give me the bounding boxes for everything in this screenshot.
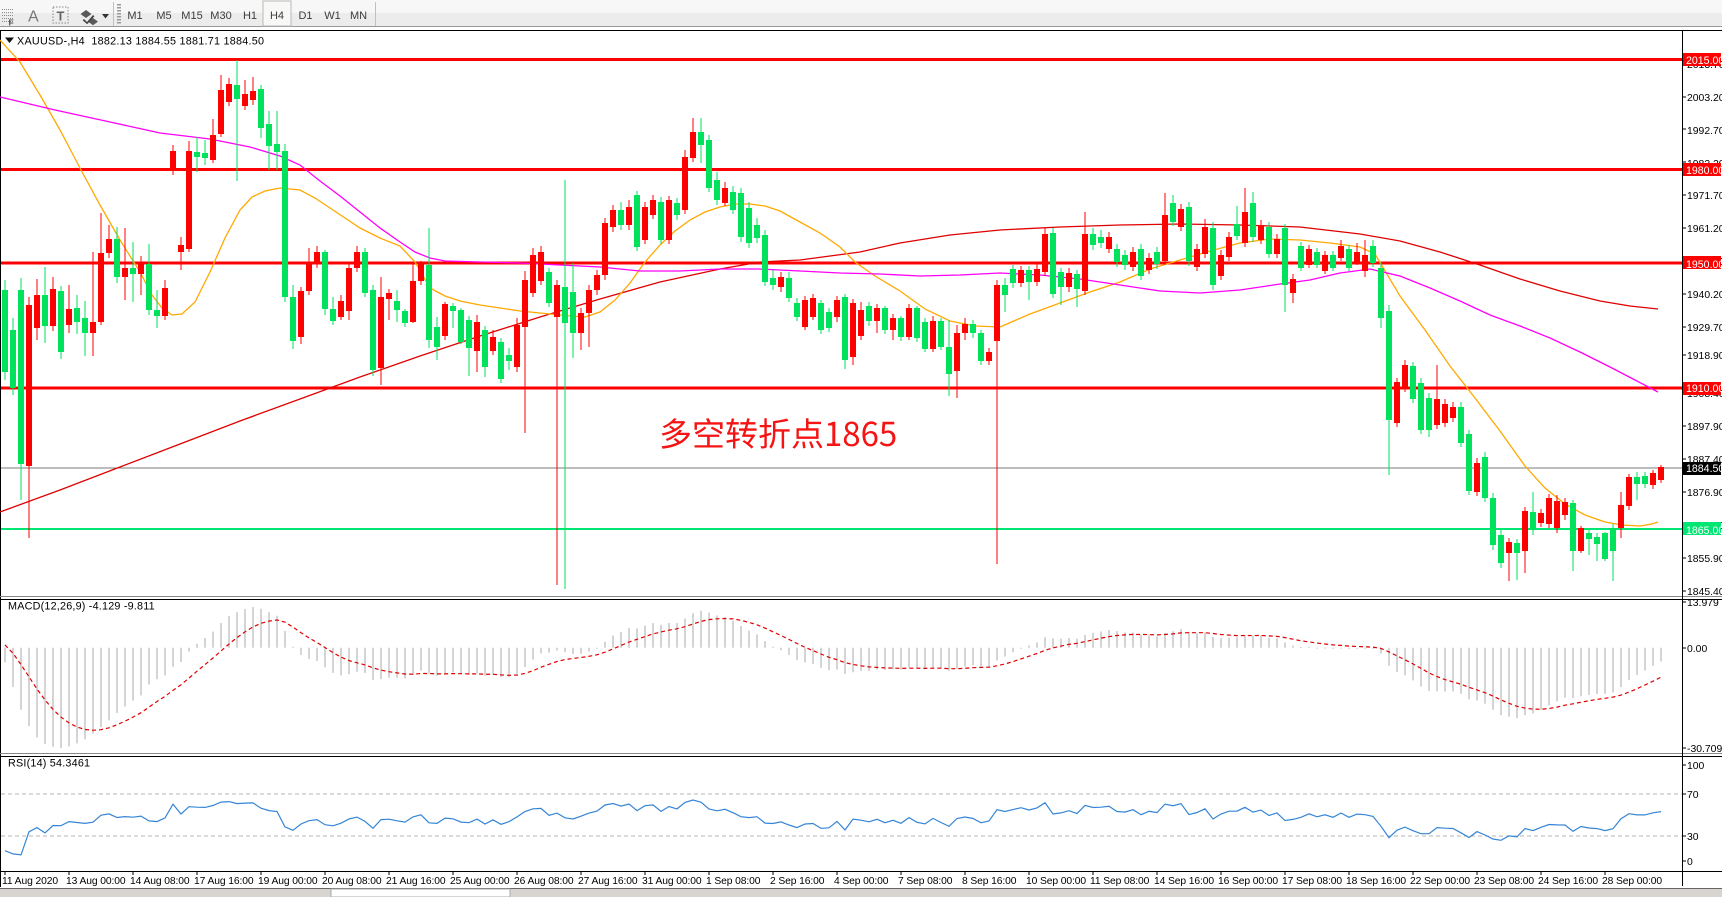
svg-text:24 Sep 16:00: 24 Sep 16:00: [1538, 876, 1598, 887]
svg-text:RSI(14) 54.3461: RSI(14) 54.3461: [8, 758, 90, 770]
svg-text:17 Sep 08:00: 17 Sep 08:00: [1282, 876, 1342, 887]
svg-text:13 Aug 00:00: 13 Aug 00:00: [66, 876, 126, 887]
svg-text:23 Sep 08:00: 23 Sep 08:00: [1474, 876, 1534, 887]
svg-text:1910.00: 1910.00: [1686, 383, 1722, 395]
svg-text:13.979: 13.979: [1687, 598, 1719, 609]
svg-text:1940.20: 1940.20: [1687, 290, 1722, 301]
svg-text:0: 0: [1687, 857, 1693, 868]
svg-text:MN: MN: [350, 10, 367, 22]
svg-text:W1: W1: [324, 10, 341, 22]
svg-text:T: T: [57, 9, 65, 24]
svg-text:1865.00: 1865.00: [1686, 525, 1722, 537]
svg-text:30: 30: [1687, 832, 1699, 843]
svg-text:1950.00: 1950.00: [1686, 259, 1722, 271]
svg-text:H4: H4: [270, 10, 284, 22]
svg-text:M15: M15: [181, 10, 202, 22]
svg-text:17 Aug 16:00: 17 Aug 16:00: [194, 876, 254, 887]
svg-text:MACD(12,26,9) -4.129 -9.811: MACD(12,26,9) -4.129 -9.811: [8, 601, 155, 613]
svg-text:M30: M30: [210, 10, 231, 22]
svg-text:F: F: [9, 18, 14, 28]
svg-text:14 Aug 08:00: 14 Aug 08:00: [130, 876, 190, 887]
svg-text:16 Sep 00:00: 16 Sep 00:00: [1218, 876, 1278, 887]
svg-text:M5: M5: [156, 10, 171, 22]
svg-text:31 Aug 00:00: 31 Aug 00:00: [642, 876, 702, 887]
svg-text:0.00: 0.00: [1687, 644, 1707, 655]
svg-text:19 Aug 00:00: 19 Aug 00:00: [258, 876, 318, 887]
svg-text:1887.40: 1887.40: [1687, 455, 1722, 466]
svg-text:14 Sep 16:00: 14 Sep 16:00: [1154, 876, 1214, 887]
svg-text:1971.70: 1971.70: [1687, 191, 1722, 202]
svg-text:100: 100: [1687, 761, 1705, 772]
svg-text:28 Sep 00:00: 28 Sep 00:00: [1602, 876, 1662, 887]
svg-text:8 Sep 16:00: 8 Sep 16:00: [962, 876, 1017, 887]
svg-text:M1: M1: [127, 10, 142, 22]
svg-text:4 Sep 00:00: 4 Sep 00:00: [834, 876, 889, 887]
svg-text:10 Sep 00:00: 10 Sep 00:00: [1026, 876, 1086, 887]
svg-text:2003.20: 2003.20: [1687, 93, 1722, 104]
svg-text:25 Aug 00:00: 25 Aug 00:00: [450, 876, 510, 887]
svg-text:2 Sep 16:00: 2 Sep 16:00: [770, 876, 825, 887]
svg-text:1918.90: 1918.90: [1687, 351, 1722, 362]
svg-text:21 Aug 16:00: 21 Aug 16:00: [386, 876, 446, 887]
svg-text:20 Aug 08:00: 20 Aug 08:00: [322, 876, 382, 887]
svg-text:70: 70: [1687, 790, 1699, 801]
svg-text:18 Sep 16:00: 18 Sep 16:00: [1346, 876, 1406, 887]
svg-text:1929.70: 1929.70: [1687, 323, 1722, 334]
svg-text:1992.70: 1992.70: [1687, 126, 1722, 137]
svg-text:1876.90: 1876.90: [1687, 488, 1722, 499]
svg-text:7 Sep 08:00: 7 Sep 08:00: [898, 876, 953, 887]
svg-text:1961.20: 1961.20: [1687, 224, 1722, 235]
svg-text:-30.709: -30.709: [1687, 744, 1722, 755]
svg-text:1855.90: 1855.90: [1687, 554, 1722, 565]
svg-text:11 Aug 2020: 11 Aug 2020: [2, 876, 58, 887]
svg-text:11 Sep 08:00: 11 Sep 08:00: [1090, 876, 1150, 887]
svg-text:1980.00: 1980.00: [1686, 165, 1722, 177]
svg-text:XAUUSD-,H4 1882.13 1884.55 18: XAUUSD-,H4 1882.13 1884.55 1881.71 1884.…: [17, 36, 264, 48]
svg-text:D1: D1: [298, 10, 312, 22]
svg-text:22 Sep 00:00: 22 Sep 00:00: [1410, 876, 1470, 887]
svg-text:27 Aug 16:00: 27 Aug 16:00: [578, 876, 638, 887]
svg-text:H1: H1: [243, 10, 257, 22]
svg-text:1 Sep 08:00: 1 Sep 08:00: [706, 876, 761, 887]
svg-text:A: A: [28, 9, 39, 26]
svg-text:2015.00: 2015.00: [1686, 55, 1722, 67]
svg-text:1884.50: 1884.50: [1686, 463, 1722, 475]
svg-text:26 Aug 08:00: 26 Aug 08:00: [514, 876, 574, 887]
svg-text:1897.90: 1897.90: [1687, 422, 1722, 433]
svg-text:1845.40: 1845.40: [1687, 587, 1722, 598]
